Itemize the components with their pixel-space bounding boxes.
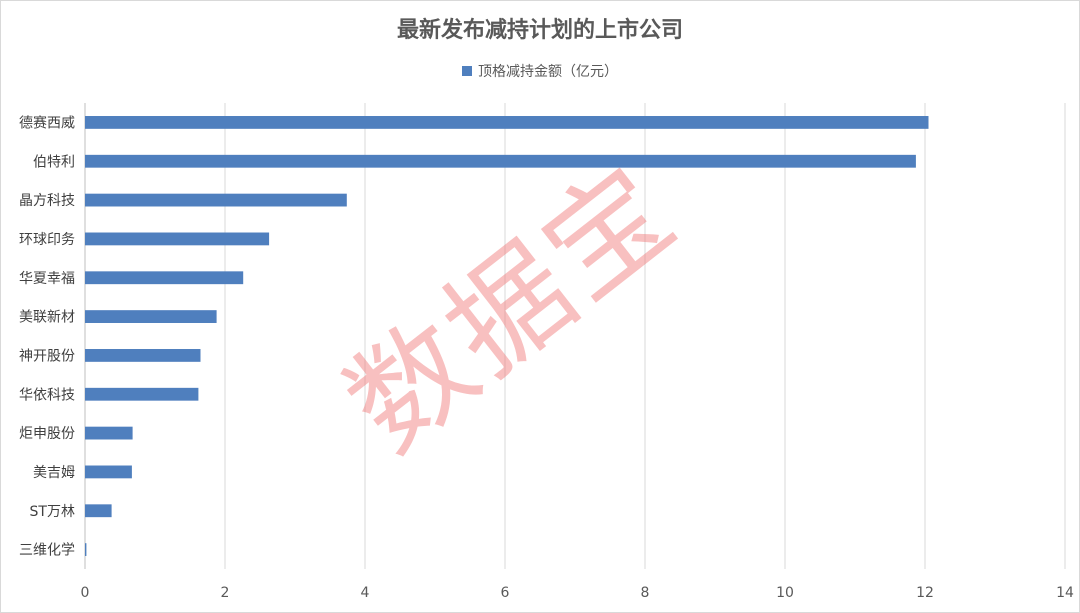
- category-label: 美联新材: [19, 310, 75, 326]
- category-label: 晶方科技: [19, 193, 75, 209]
- x-tick-label: 12: [916, 585, 934, 601]
- bar: [85, 193, 347, 207]
- legend-label: 顶格减持金额（亿元）: [478, 64, 618, 80]
- bar: [85, 349, 201, 362]
- bar: [85, 465, 132, 479]
- x-tick-label: 10: [776, 585, 794, 601]
- category-label: 华夏幸福: [19, 271, 75, 287]
- bar: [85, 116, 929, 129]
- category-label: 华依科技: [19, 387, 75, 403]
- x-tick-label: 6: [501, 585, 510, 601]
- bar: [85, 154, 916, 168]
- x-tick-label: 14: [1056, 585, 1074, 601]
- x-tick-label: 2: [221, 585, 230, 601]
- bar: [85, 271, 244, 285]
- category-label: ST万林: [30, 504, 75, 520]
- bar: [85, 543, 87, 556]
- bar: [85, 387, 199, 401]
- x-tick-label: 4: [361, 585, 370, 601]
- x-tick-label: 8: [641, 585, 650, 601]
- legend-swatch: [462, 66, 472, 76]
- category-label: 伯特利: [33, 154, 75, 170]
- category-label: 炬申股份: [19, 426, 75, 442]
- chart-title: 最新发布减持计划的上市公司: [396, 18, 683, 43]
- bar: [85, 310, 217, 323]
- category-label: 美吉姆: [33, 465, 75, 481]
- legend: 顶格减持金额（亿元）: [0, 61, 1080, 81]
- bar: [85, 504, 112, 518]
- category-label: 环球印务: [19, 232, 75, 248]
- category-label: 神开股份: [19, 348, 75, 364]
- x-tick-label: 0: [81, 585, 90, 601]
- category-label: 三维化学: [19, 543, 75, 559]
- bar: [85, 232, 270, 246]
- category-label: 德赛西威: [19, 115, 75, 131]
- bar: [85, 426, 133, 440]
